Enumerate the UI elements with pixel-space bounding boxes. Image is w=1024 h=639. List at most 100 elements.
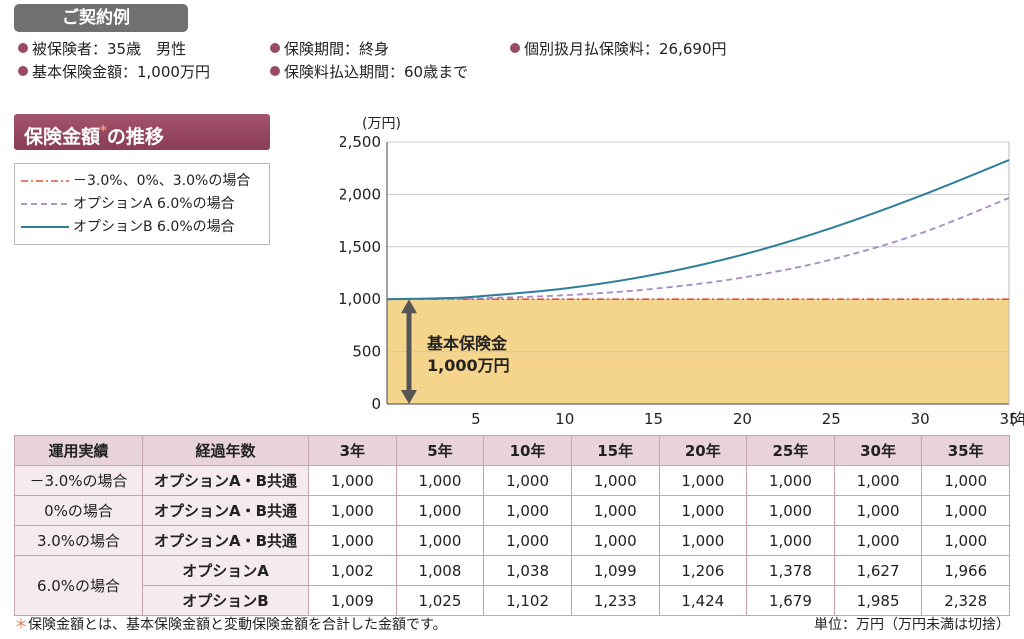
base-amount-annotation-line2: 1,000万円	[427, 356, 510, 375]
table-cell: 1,038	[483, 555, 572, 586]
table-cell: 1,000	[833, 465, 923, 496]
info-premium: 個別扱月払保険料：26,690円	[510, 38, 727, 59]
row-sublabel: オプションA	[142, 555, 309, 586]
table-cell: 1,000	[570, 465, 660, 496]
table-cell: 1,679	[746, 585, 835, 616]
table-row: －3.0%の場合 オプションA・B共通 1,000 1,000 1,000 1,000 1,…	[14, 465, 1010, 496]
legend-item-option-a: オプションA 6.0%の場合	[21, 196, 235, 212]
column-header: 15年	[570, 435, 660, 466]
series-line-option-b	[386, 159, 1010, 301]
section-banner: 保険金額*の推移	[14, 114, 270, 150]
table-cell: 1,099	[570, 555, 660, 586]
table-cell: 1,000	[395, 525, 485, 556]
footnote: ＊保険金額とは、基本保険金額と変動保険金額を合計した金額です。	[14, 617, 447, 633]
x-tick-label: 10	[555, 410, 574, 428]
column-header: 30年	[833, 435, 923, 466]
bullet-dot	[18, 66, 28, 76]
table-cell: 1,233	[570, 585, 660, 616]
table-row: オプションB 1,009 1,025 1,102 1,233 1,424 1,679 1,98…	[15, 585, 1010, 616]
column-header: 25年	[746, 435, 835, 466]
table-cell: 1,000	[658, 495, 748, 526]
info-base-amount: 基本保険金額：1,000万円	[18, 61, 210, 82]
bullet-dot	[18, 43, 28, 53]
table-header-row: 運用実績 経過年数 3年 5年 10年 15年 20年 25年 30年 35年	[14, 435, 1010, 466]
table-row: 0%の場合 オプションA・B共通 1,000 1,000 1,000 1,000 1,000…	[14, 495, 1010, 526]
table-cell: 1,000	[395, 465, 485, 496]
table-cell: 1,102	[483, 585, 572, 616]
x-tick-label: 30	[911, 410, 930, 428]
table-cell: 2,328	[921, 585, 1010, 616]
series-line-option-a	[386, 197, 1010, 301]
table-cell: 1,985	[833, 585, 923, 616]
table-cell: 1,000	[483, 525, 572, 556]
table-cell: 1,627	[833, 555, 923, 586]
row-sublabel: オプションB	[142, 585, 309, 616]
table-cell: 1,378	[746, 555, 835, 586]
legend-item-option-b: オプションB 6.0%の場合	[21, 219, 235, 235]
column-header: 経過年数	[142, 435, 309, 466]
bullet-dot	[270, 43, 280, 53]
table-cell: 1,000	[658, 465, 748, 496]
legend-item-flat: －3.0%、0%、3.0%の場合	[21, 173, 251, 189]
row-sublabel: オプションA・B共通	[142, 465, 309, 496]
table-cell: 1,000	[833, 495, 923, 526]
base-amount-arrow-down	[401, 390, 417, 404]
column-header: 10年	[483, 435, 572, 466]
row-label: 6.0%の場合	[14, 555, 143, 616]
y-axis-unit: (万円)	[362, 116, 401, 132]
y-tick-label: 0	[371, 395, 381, 413]
table-cell: 1,000	[483, 465, 572, 496]
info-term: 保険期間：終身	[270, 38, 389, 59]
row-label: 0%の場合	[14, 495, 143, 526]
column-header: 3年	[308, 435, 397, 466]
row-label: －3.0%の場合	[14, 465, 143, 496]
y-tick-label: 2,500	[340, 133, 381, 151]
table-cell: 1,000	[921, 495, 1010, 526]
table-cell: 1,000	[570, 495, 660, 526]
row-sublabel: オプションA・B共通	[142, 495, 309, 526]
table-cell: 1,000	[308, 495, 397, 526]
x-tick-label: 25	[822, 410, 841, 428]
table-cell: 1,424	[658, 585, 748, 616]
column-header: 20年	[658, 435, 748, 466]
column-header: 運用実績	[14, 435, 143, 466]
info-insured: 被保険者：35歳 男性	[18, 38, 186, 59]
column-header: 5年	[395, 435, 485, 466]
y-tick-label: 1,500	[340, 238, 381, 256]
table-row: 3.0%の場合 オプションA・B共通 1,000 1,000 1,000 1,000 1,0…	[14, 525, 1010, 556]
table-row: 6.0%の場合 オプションA 1,002 1,008 1,038 1,099 1,206 1,…	[14, 555, 1010, 616]
table-cell: 1,000	[921, 525, 1010, 556]
base-amount-annotation-line1: 基本保険金	[426, 334, 508, 353]
table-cell: 1,009	[308, 585, 397, 616]
table-cell: 1,206	[658, 555, 748, 586]
base-amount-arrow-up	[401, 299, 417, 314]
table-cell: 1,000	[658, 525, 748, 556]
table-cell: 1,000	[308, 465, 397, 496]
contract-example-title: ご契約例	[14, 4, 188, 32]
x-tick-label: 35	[999, 410, 1018, 428]
chart-area: 0 500 1,000 1,500 2,000 2,500 5 10 15 20 25 30 35(年)…	[338, 110, 1024, 428]
y-tick-label: 2,000	[340, 185, 381, 203]
x-axis-unit: (年)	[1010, 410, 1024, 428]
table-cell: 1,000	[746, 465, 835, 496]
info-payment-period: 保険料払込期間：60歳まで	[270, 61, 468, 82]
row-sublabel: オプションA・B共通	[142, 525, 309, 556]
table-cell: 1,000	[483, 495, 572, 526]
table-cell: 1,000	[570, 525, 660, 556]
bullet-dot	[270, 66, 280, 76]
x-tick-label: 15	[644, 410, 663, 428]
table-cell: 1,966	[921, 555, 1010, 586]
bullet-dot	[510, 43, 520, 53]
column-header: 35年	[921, 435, 1010, 466]
table-cell: 1,008	[395, 555, 485, 586]
chart-legend: －3.0%、0%、3.0%の場合 オプションA 6.0%の場合 オプションB 6…	[14, 163, 270, 245]
table-cell: 1,000	[921, 465, 1010, 496]
unit-note: 単位：万円（万円未満は切捨）	[814, 617, 1010, 633]
x-tick-label: 20	[733, 410, 752, 428]
y-tick-label: 1,000	[340, 290, 381, 308]
table-cell: 1,000	[746, 495, 835, 526]
table-cell: 1,002	[308, 555, 397, 586]
x-tick-label: 5	[471, 410, 481, 428]
row-label: 3.0%の場合	[14, 525, 143, 556]
table-cell: 1,000	[308, 525, 397, 556]
